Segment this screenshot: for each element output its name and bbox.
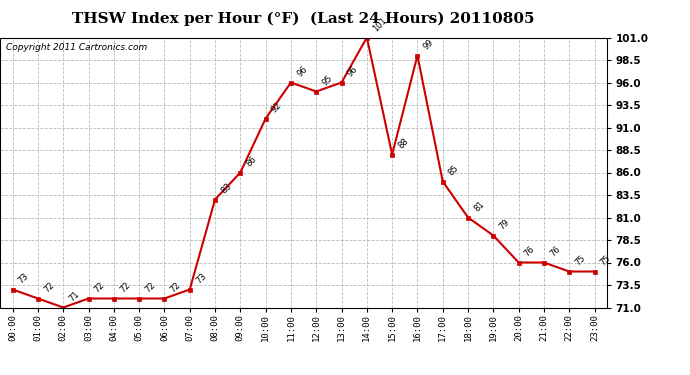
Text: 88: 88 xyxy=(396,136,411,150)
Text: 72: 72 xyxy=(144,280,157,294)
Text: 96: 96 xyxy=(346,64,359,78)
Text: 71: 71 xyxy=(68,290,81,303)
Text: 72: 72 xyxy=(168,280,182,294)
Text: 83: 83 xyxy=(219,182,233,195)
Text: 85: 85 xyxy=(447,164,461,177)
Text: 75: 75 xyxy=(599,254,613,267)
Text: 101: 101 xyxy=(371,16,388,33)
Text: 99: 99 xyxy=(422,38,435,51)
Text: 73: 73 xyxy=(194,272,208,285)
Text: 79: 79 xyxy=(497,217,511,231)
Text: 81: 81 xyxy=(472,200,486,213)
Text: 76: 76 xyxy=(523,244,537,258)
Text: 75: 75 xyxy=(573,254,587,267)
Text: THSW Index per Hour (°F)  (Last 24 Hours) 20110805: THSW Index per Hour (°F) (Last 24 Hours)… xyxy=(72,11,535,26)
Text: 72: 72 xyxy=(92,280,106,294)
Text: 86: 86 xyxy=(244,154,259,168)
Text: 92: 92 xyxy=(270,100,284,114)
Text: 96: 96 xyxy=(295,64,309,78)
Text: 72: 72 xyxy=(42,280,56,294)
Text: Copyright 2011 Cartronics.com: Copyright 2011 Cartronics.com xyxy=(6,43,148,52)
Text: 76: 76 xyxy=(548,244,562,258)
Text: 95: 95 xyxy=(320,74,334,87)
Text: 72: 72 xyxy=(118,280,132,294)
Text: 73: 73 xyxy=(17,272,31,285)
